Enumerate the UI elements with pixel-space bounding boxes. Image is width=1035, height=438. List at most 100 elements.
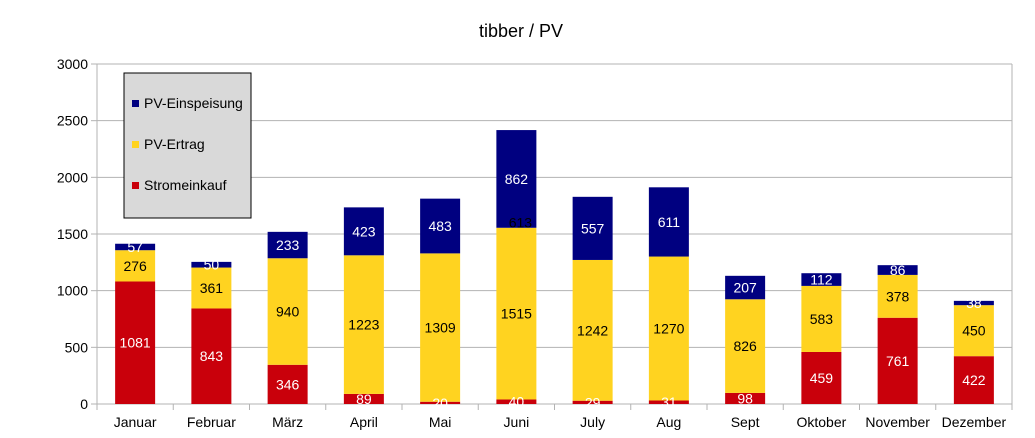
legend: PV-Einspeisung PV-Ertrag Stromeinkauf xyxy=(123,72,252,219)
bar-pv-einspeisung-dezember xyxy=(953,300,994,306)
x-tick-label-november: November xyxy=(865,414,930,430)
bar-pv-ertrag-april xyxy=(343,255,384,394)
legend-swatch-pv-einspeisung xyxy=(132,100,139,107)
data-label-stromeinkauf-maerz: 346 xyxy=(276,376,300,392)
bar-stromeinkauf-oktober xyxy=(801,351,842,404)
data-label-pv-einspeisung-aug: 611 xyxy=(658,214,681,230)
bar-stromeinkauf-april xyxy=(343,393,384,404)
x-tick-label-aug: Aug xyxy=(656,414,681,430)
bar-pv-einspeisung-july xyxy=(572,196,613,260)
data-label-stromeinkauf-november: 761 xyxy=(886,353,910,369)
bar-pv-ertrag-januar xyxy=(115,250,156,282)
bar-pv-einspeisung-april xyxy=(343,207,384,256)
bar-stromeinkauf-mai xyxy=(420,401,461,404)
data-label-pv-einspeisung-dezember: 38 xyxy=(966,295,982,311)
bar-stromeinkauf-sept xyxy=(725,392,766,404)
data-label-stromeinkauf-oktober: 459 xyxy=(810,370,834,386)
data-label-pv-ertrag-aug: 1270 xyxy=(653,321,684,337)
bar-pv-einspeisung-januar xyxy=(115,243,156,251)
x-tick-label-oktober: Oktober xyxy=(796,414,846,430)
bar-stromeinkauf-juni xyxy=(496,399,537,404)
data-label-pv-ertrag-april: 1223 xyxy=(348,317,379,333)
legend-label-stromeinkauf: Stromeinkauf xyxy=(144,177,227,193)
data-label-stromeinkauf-sept: 98 xyxy=(737,390,753,406)
data-label-pv-einspeisung-juni: 862 xyxy=(505,171,529,187)
data-label-pv-ertrag-januar: 276 xyxy=(123,258,147,274)
y-tick-label-1000: 1000 xyxy=(57,283,88,299)
x-tick-label-februar: Februar xyxy=(187,414,236,430)
x-tick-label-mai: Mai xyxy=(429,414,452,430)
data-label-pv-ertrag-oktober: 583 xyxy=(810,311,834,327)
data-label-stromeinkauf-july: 29 xyxy=(585,394,601,410)
x-tick-label-maerz: März xyxy=(272,414,303,430)
bar-pv-einspeisung-aug xyxy=(648,187,689,257)
data-label-stromeinkauf-aug: 31 xyxy=(661,394,677,410)
data-label-pv-einspeisung-july: 557 xyxy=(581,220,605,236)
bar-pv-einspeisung-oktober xyxy=(801,273,842,286)
bar-pv-ertrag-februar xyxy=(191,267,232,309)
data-label-pv-einspeisung-april: 423 xyxy=(352,223,376,239)
bar-pv-einspeisung-november xyxy=(877,265,918,275)
data-label-pv-ertrag-november: 378 xyxy=(886,288,910,304)
bar-pv-einspeisung-februar xyxy=(191,261,232,268)
bar-stromeinkauf-februar xyxy=(191,308,232,404)
bar-pv-ertrag-dezember xyxy=(953,305,994,357)
data-label-pv-ertrag-mai: 1309 xyxy=(425,320,456,336)
data-label-stromeinkauf-februar: 843 xyxy=(200,348,224,364)
bar-pv-ertrag-oktober xyxy=(801,285,842,352)
data-label-pv-einspeisung-oktober: 112 xyxy=(810,272,833,288)
y-tick-label-1500: 1500 xyxy=(57,226,88,242)
data-labels: 1081 276 57 843 361 50 346 940 233 89 1223 423 20 130… xyxy=(120,171,986,411)
bar-pv-einspeisung-maerz xyxy=(267,231,308,259)
bar-pv-ertrag-juni xyxy=(496,227,537,400)
x-tick-label-july: July xyxy=(580,414,605,430)
data-label-pv-ertrag-dezember: 450 xyxy=(962,323,986,339)
data-label-pv-einspeisung-februar: 50 xyxy=(204,257,220,273)
bar-pv-ertrag-aug xyxy=(648,256,689,401)
bar-pv-ertrag-july xyxy=(572,259,613,401)
bar-stromeinkauf-dezember xyxy=(953,356,994,404)
bar-stromeinkauf-november xyxy=(877,317,918,404)
y-tick-label-2000: 2000 xyxy=(57,169,88,185)
data-label-pv-ertrag-july: 1242 xyxy=(577,322,608,338)
legend-label-pv-einspeisung: PV-Einspeisung xyxy=(144,95,243,111)
data-label-pv-ertrag-februar: 361 xyxy=(200,280,224,296)
y-tick-label-3000: 3000 xyxy=(57,56,88,72)
data-label-pv-einspeisung-sept: 207 xyxy=(733,280,757,296)
bar-stromeinkauf-july xyxy=(572,400,613,404)
data-label-pv-ertrag-juni: 1515 xyxy=(501,306,532,322)
data-label-pv-einspeisung-maerz: 233 xyxy=(276,237,300,253)
bar-stromeinkauf-aug xyxy=(648,400,689,404)
bar-stromeinkauf-januar xyxy=(115,281,156,404)
x-tick-label-juni: Juni xyxy=(504,414,530,430)
legend-box xyxy=(123,72,252,219)
y-tick-label-2500: 2500 xyxy=(57,113,88,129)
annotation-juni: 613 xyxy=(509,215,533,231)
data-label-stromeinkauf-mai: 20 xyxy=(432,395,448,411)
legend-swatch-stromeinkauf xyxy=(132,182,139,189)
data-label-pv-einspeisung-mai: 483 xyxy=(428,218,452,234)
legend-swatch-pv-ertrag xyxy=(132,141,139,148)
data-label-pv-ertrag-maerz: 940 xyxy=(276,304,300,320)
data-label-pv-ertrag-sept: 826 xyxy=(733,338,757,354)
x-tick-label-dezember: Dezember xyxy=(942,414,1007,430)
bar-pv-ertrag-maerz xyxy=(267,258,308,365)
bar-pv-einspeisung-mai xyxy=(420,198,461,254)
bar-pv-einspeisung-sept xyxy=(725,275,766,300)
y-tick-label-500: 500 xyxy=(65,339,89,355)
x-tick-label-april: April xyxy=(350,414,378,430)
data-label-stromeinkauf-januar: 1081 xyxy=(120,335,151,351)
x-tick-label-januar: Januar xyxy=(114,414,157,430)
bar-stromeinkauf-maerz xyxy=(267,364,308,404)
chart-title: tibber / PV xyxy=(479,21,563,41)
y-tick-label-0: 0 xyxy=(80,396,88,412)
data-label-stromeinkauf-dezember: 422 xyxy=(962,372,986,388)
bar-pv-ertrag-sept xyxy=(725,299,766,393)
data-label-pv-einspeisung-januar: 57 xyxy=(127,239,143,255)
data-label-pv-einspeisung-november: 86 xyxy=(890,262,906,278)
data-label-stromeinkauf-juni: 40 xyxy=(509,394,525,410)
bar-pv-ertrag-november xyxy=(877,274,918,318)
axes: 0 500 1000 1500 2000 2500 3000 Januar Februar Mär… xyxy=(57,56,1013,430)
bars xyxy=(115,130,994,404)
